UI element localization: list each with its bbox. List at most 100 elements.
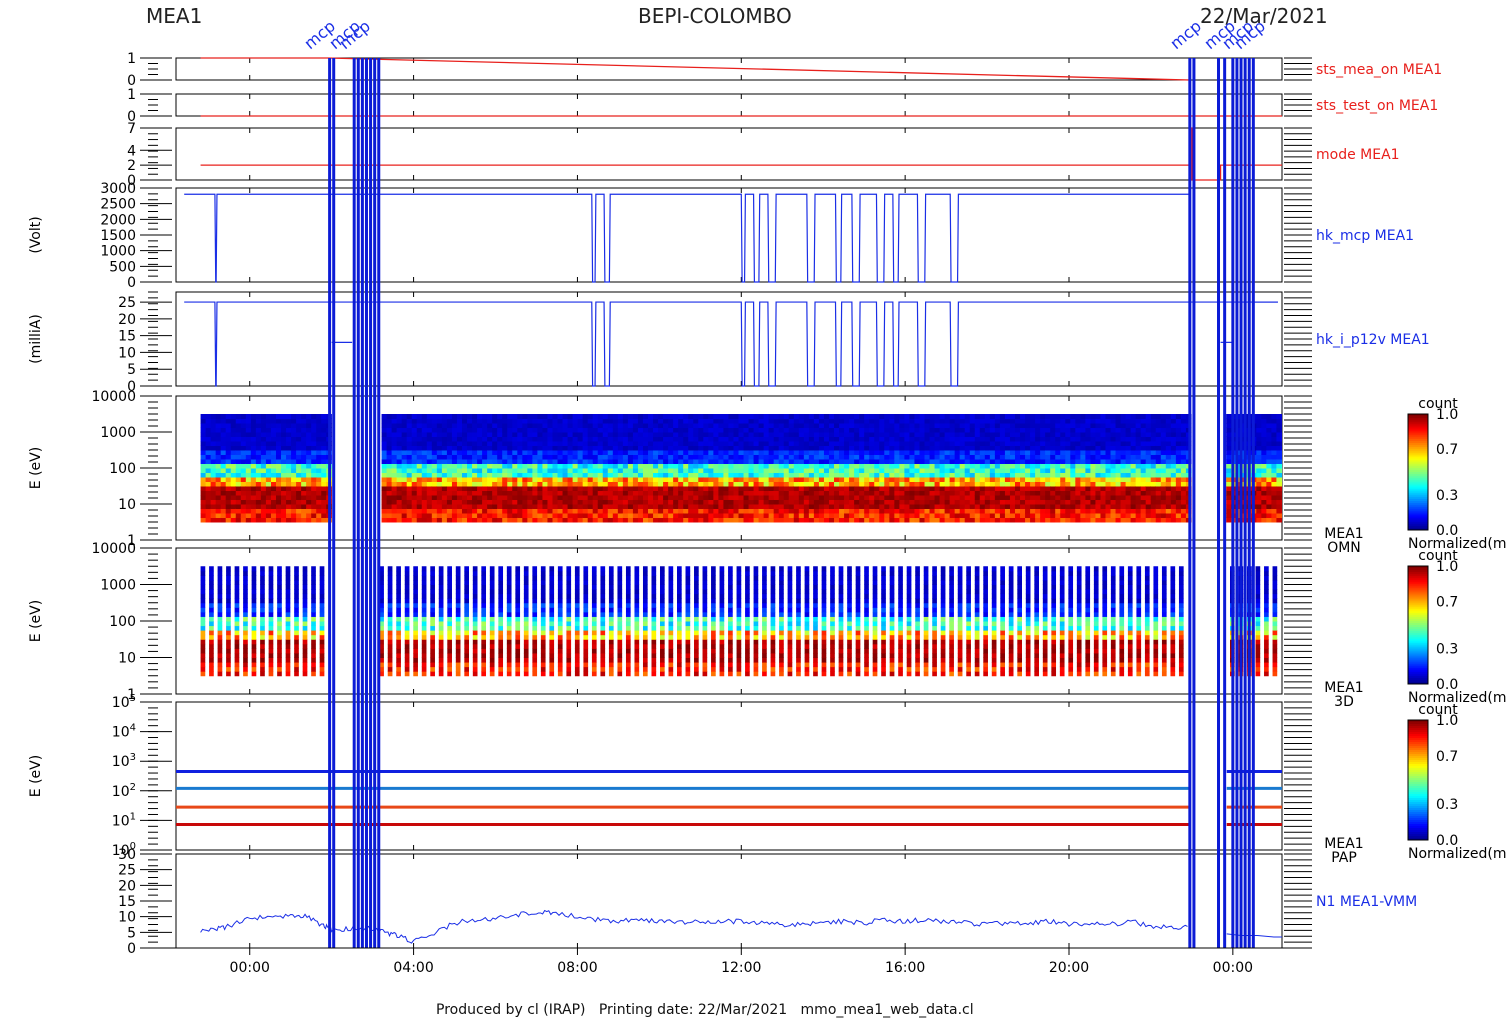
heatmap-cell xyxy=(663,437,669,442)
heatmap-cell xyxy=(638,428,644,433)
heatmap-cell xyxy=(1166,491,1172,496)
heatmap-cell xyxy=(935,491,941,496)
heatmap-cell xyxy=(417,423,423,428)
heatmap-cell xyxy=(643,513,649,518)
heatmap-cell xyxy=(261,437,267,442)
heatmap-cell xyxy=(482,468,488,473)
heatmap-cell xyxy=(849,459,855,464)
heatmap-cell xyxy=(221,500,227,505)
heatmap-cell xyxy=(950,518,956,523)
heatmap-cell xyxy=(1000,504,1006,509)
heatmap-cell xyxy=(251,509,257,514)
heatmap-cell xyxy=(608,468,614,473)
heatmap-cell xyxy=(1020,432,1026,437)
heatmap-cell xyxy=(955,459,961,464)
heatmap-cell xyxy=(613,450,619,455)
heatmap-cell xyxy=(935,459,941,464)
heatmap-cell xyxy=(1161,477,1167,482)
heatmap-cell xyxy=(226,455,232,460)
heatmap-cell xyxy=(613,459,619,464)
heatmap-cell xyxy=(990,441,996,446)
heatmap-cell xyxy=(251,437,257,442)
heatmap-cell xyxy=(1060,428,1066,433)
heatmap-cell xyxy=(985,446,991,451)
heatmap-cell xyxy=(829,441,835,446)
heatmap-cell xyxy=(990,450,996,455)
heatmap-cell xyxy=(904,468,910,473)
heatmap-cell xyxy=(512,441,518,446)
heatmap-cell xyxy=(1151,432,1157,437)
heatmap-cell xyxy=(608,477,614,482)
heatmap-cell xyxy=(909,518,915,523)
heatmap-cell xyxy=(839,468,845,473)
heatmap-cell xyxy=(412,495,418,500)
heatmap-cell xyxy=(759,441,765,446)
heatmap-cell xyxy=(291,500,297,505)
heatmap-cell xyxy=(547,441,553,446)
heatmap-cell xyxy=(678,464,684,469)
heatmap-cell xyxy=(643,437,649,442)
heatmap-cell xyxy=(754,428,760,433)
heatmap-cell xyxy=(608,473,614,478)
heatmap-cell xyxy=(940,513,946,518)
heatmap-cell xyxy=(945,419,951,424)
heatmap-cell xyxy=(859,504,865,509)
heatmap-cell xyxy=(573,464,579,469)
heatmap-cell xyxy=(276,437,282,442)
heatmap-cell xyxy=(769,473,775,478)
heatmap-cell xyxy=(517,428,523,433)
heatmap-cell xyxy=(985,419,991,424)
heatmap-cell xyxy=(1075,500,1081,505)
heatmap-cell xyxy=(547,428,553,433)
heatmap-cell xyxy=(517,459,523,464)
heatmap-cell xyxy=(794,432,800,437)
heatmap-cell xyxy=(412,428,418,433)
heatmap-cell xyxy=(552,468,558,473)
heatmap-cell xyxy=(794,509,800,514)
heatmap-cell xyxy=(1226,482,1232,487)
heatmap-cell xyxy=(764,419,770,424)
heatmap-cell xyxy=(834,513,840,518)
heatmap-cell xyxy=(1040,518,1046,523)
heatmap-cell xyxy=(527,518,533,523)
heatmap-cell xyxy=(970,464,976,469)
heatmap-cell xyxy=(266,414,272,419)
heatmap-cell xyxy=(678,513,684,518)
heatmap-cell xyxy=(1090,419,1096,424)
heatmap-cell xyxy=(1080,428,1086,433)
heatmap-cell xyxy=(226,419,232,424)
heatmap-cell xyxy=(1181,446,1187,451)
heatmap-cell xyxy=(306,423,312,428)
heatmap-cell xyxy=(392,437,398,442)
heatmap-cell xyxy=(598,432,604,437)
heatmap-cell xyxy=(482,419,488,424)
heatmap-cell xyxy=(955,491,961,496)
heatmap-cell xyxy=(1151,446,1157,451)
heatmap-cell xyxy=(663,473,669,478)
heatmap-cell xyxy=(532,432,538,437)
heatmap-cell xyxy=(985,441,991,446)
heatmap-cell xyxy=(930,428,936,433)
heatmap-cell xyxy=(1100,455,1106,460)
heatmap-cell xyxy=(854,473,860,478)
heatmap-cell xyxy=(904,491,910,496)
heatmap-cell xyxy=(935,486,941,491)
heatmap-cell xyxy=(713,446,719,451)
heatmap-cell xyxy=(442,455,448,460)
heatmap-cell xyxy=(653,500,659,505)
heatmap-cell xyxy=(945,482,951,487)
heatmap-cell xyxy=(497,455,503,460)
heatmap-cell xyxy=(678,491,684,496)
heatmap-cell xyxy=(950,473,956,478)
heatmap-cell xyxy=(397,477,403,482)
heatmap-cell xyxy=(417,414,423,419)
heatmap-cell xyxy=(693,500,699,505)
heatmap-cell xyxy=(1005,500,1011,505)
heatmap-cell xyxy=(1141,513,1147,518)
heatmap-cell xyxy=(945,432,951,437)
heatmap-cell xyxy=(517,509,523,514)
heatmap-cell xyxy=(884,482,890,487)
heatmap-cell xyxy=(859,482,865,487)
heatmap-cell xyxy=(598,486,604,491)
heatmap-cell xyxy=(648,459,654,464)
